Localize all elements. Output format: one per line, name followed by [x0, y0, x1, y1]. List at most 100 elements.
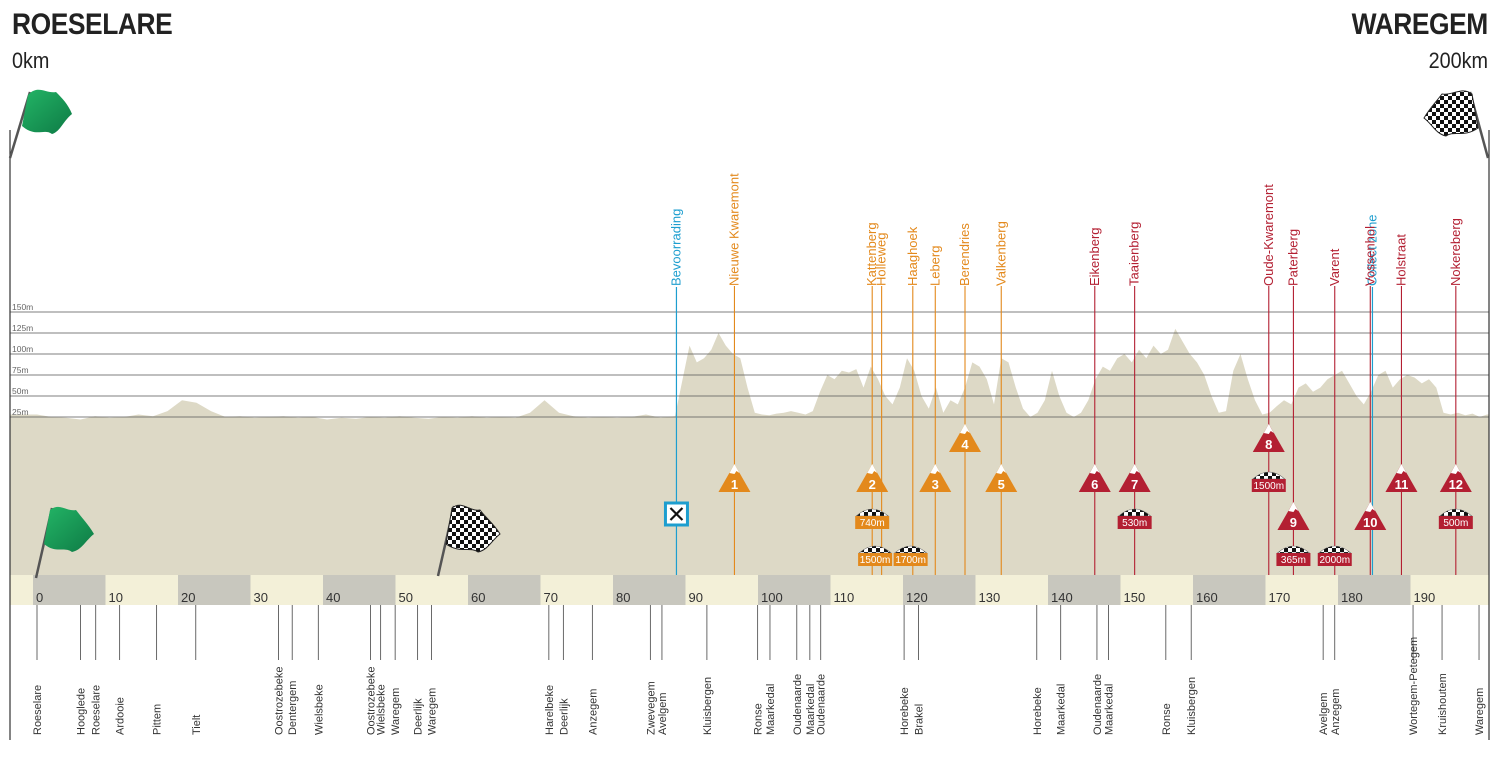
mountain-icon: [1354, 502, 1387, 530]
x-tick-label: 190: [1414, 590, 1436, 605]
cobble-icon: [893, 545, 928, 554]
km-band-segment: [178, 575, 251, 605]
place-name: Anzegem: [587, 689, 599, 735]
mountain-icon: [1252, 424, 1285, 452]
climb-number: 9: [1290, 515, 1297, 530]
mountain-icon: [919, 464, 952, 492]
x-tick-label: 10: [109, 590, 123, 605]
cobble-label-box: [1251, 479, 1286, 492]
cobble-sector: 530m: [1117, 508, 1152, 529]
place-name: Pittem: [152, 704, 164, 735]
snowcap: [1089, 464, 1100, 474]
cobble-label-box: [1317, 553, 1352, 566]
place-layer: Roeselare Hooglede Roeselare Ardooie Pittem T…: [32, 605, 1486, 735]
place-name: Maarkedal: [805, 684, 817, 735]
place-name: Avelgem: [1318, 692, 1330, 735]
climb-marker: 10: [1354, 502, 1387, 530]
x-tick-label: 30: [254, 590, 268, 605]
cutlery-icon: [669, 507, 684, 521]
km-band-layer: 0 10 20 30 40 50 60 70 80 90 100 110 120 130 140 150 160…: [10, 575, 1489, 605]
cobble-sector: 740m: [855, 508, 890, 529]
x-tick-label: 0: [36, 590, 43, 605]
climb-marker-layer: Bevoorrading Collect zone Nieuwe Kwaremont…: [663, 173, 1473, 575]
place-name: Kluisbergen: [1186, 677, 1198, 735]
start-distance: 0km: [12, 48, 50, 73]
cobble-icon: [1117, 508, 1152, 517]
place-name: Avelgem: [657, 692, 669, 735]
km-band-segment: [903, 575, 976, 605]
cobble-label-box: [1438, 516, 1473, 529]
place-name: Tielt: [191, 715, 203, 735]
climb-marker: 3: [919, 464, 952, 492]
climb-marker: 1: [718, 464, 751, 492]
cobble-sector: 1500m: [858, 545, 893, 566]
x-tick-label: 160: [1196, 590, 1218, 605]
cobble-sector: 1700m: [893, 545, 928, 566]
y-tick-label: 50m: [12, 386, 29, 396]
cobble-icon: [858, 545, 892, 554]
place-name: Wielsbeke: [313, 684, 325, 735]
x-tick-label: 120: [906, 590, 928, 605]
km-band-segment: [323, 575, 396, 605]
y-tick-label: 75m: [12, 365, 29, 375]
place-name: Wielsbeke: [376, 684, 388, 735]
cobble-label-box: [855, 516, 890, 529]
place-name: Deerlijk: [413, 698, 425, 735]
place-name: Ronse: [1161, 703, 1173, 735]
finish-flag-bottom-icon: [436, 504, 501, 577]
x-tick-label: 110: [834, 590, 855, 605]
cobble-sector: 2000m: [1317, 545, 1352, 566]
cobble-length: 1500m: [1253, 481, 1284, 492]
cobble-icon: [1317, 545, 1352, 554]
climb-name: Holleweg: [874, 233, 889, 286]
climb-name: Berendries: [957, 223, 972, 286]
climb-name: Varent: [1327, 248, 1342, 286]
finish-city: WAREGEM: [1351, 8, 1489, 41]
cobble-length: 740m: [860, 518, 885, 529]
climb-number: 2: [869, 477, 876, 492]
km-band-segment: [1338, 575, 1411, 605]
climb-name: Taaienberg: [1127, 222, 1142, 286]
place-name: Horebeke: [1032, 687, 1044, 735]
snowcap: [996, 464, 1007, 474]
place-name: Harelbeke: [544, 685, 556, 735]
climb-marker: 8: [1252, 424, 1285, 452]
place-name: Roeselare: [32, 685, 44, 735]
climb-name: Valkenberg: [993, 221, 1008, 286]
terrain-layer: [10, 328, 1489, 575]
snowcap: [960, 424, 970, 434]
climb-number: 10: [1363, 515, 1377, 530]
x-tick-label: 140: [1051, 590, 1073, 605]
climb-number: 4: [961, 437, 969, 452]
place-name: Roeselare: [91, 685, 103, 735]
snowcap: [1129, 464, 1140, 474]
x-tick-label: 50: [399, 590, 413, 605]
climb-name: Nokereberg: [1448, 218, 1463, 286]
climb-marker: 7: [1118, 464, 1151, 492]
snowcap: [729, 464, 740, 474]
place-name: Ardooie: [115, 697, 127, 735]
climb-name: Holstraat: [1393, 234, 1408, 286]
cobble-sector: 1500m: [1251, 471, 1286, 492]
climb-marker: 6: [1078, 464, 1111, 492]
finish-flag-icon: [1423, 90, 1490, 159]
place-name: Anzegem: [1330, 689, 1342, 735]
snowcap: [1365, 502, 1376, 512]
mountain-icon: [985, 464, 1018, 492]
km-band-segment: [33, 575, 106, 605]
y-tick-label: 100m: [12, 344, 33, 354]
climb-marker: 11: [1385, 464, 1418, 492]
feed-zone-label: Bevoorrading: [668, 209, 683, 286]
cobble-label-box: [1117, 516, 1152, 529]
cobble-label-box: [858, 553, 893, 566]
climb-marker: 9: [1277, 502, 1310, 530]
y-tick-label: 125m: [12, 323, 33, 333]
climb-number: 7: [1131, 477, 1138, 492]
x-tick-label: 180: [1341, 590, 1363, 605]
x-tick-label: 60: [471, 590, 485, 605]
mountain-icon: [1385, 464, 1418, 492]
cobble-length: 365m: [1281, 555, 1306, 566]
cobble-icon: [1439, 508, 1473, 517]
climb-number: 5: [998, 477, 1005, 492]
